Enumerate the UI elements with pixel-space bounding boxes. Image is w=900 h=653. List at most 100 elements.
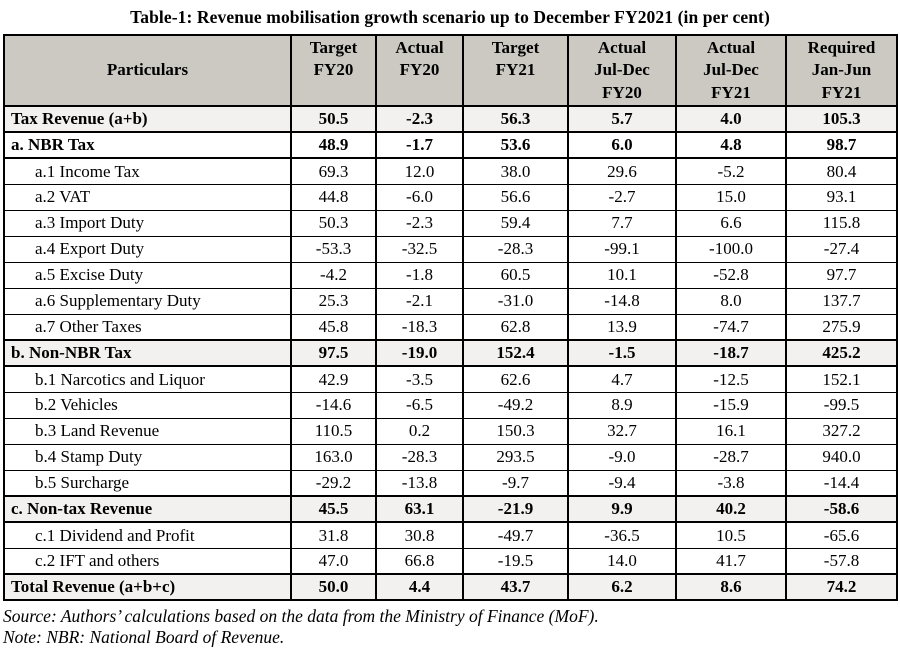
row-value: 48.9 xyxy=(290,131,377,160)
row-value: 152.4 xyxy=(462,339,569,368)
table-row: a. NBR Tax 48.9 -1.7 53.6 6.0 4.8 98.7 xyxy=(3,131,898,160)
row-value: -53.3 xyxy=(290,235,377,263)
table-row: b.1 Narcotics and Liquor 42.9 -3.5 62.6 4.7-… xyxy=(3,365,898,393)
row-value: 16.1 xyxy=(675,417,787,445)
row-value: 98.7 xyxy=(785,131,898,160)
row-label: a.5 Excise Duty xyxy=(3,261,292,289)
row-value: 275.9 xyxy=(785,313,898,341)
row-value: 150.3 xyxy=(462,417,569,445)
row-value: -9.7 xyxy=(462,469,569,497)
row-value: 13.9 xyxy=(567,313,677,341)
row-value: 31.8 xyxy=(290,521,377,549)
header-row: Particulars Target FY20 Actual FY20 Targ… xyxy=(3,33,898,108)
row-value: 5.7 xyxy=(567,105,677,134)
row-value: -12.5 xyxy=(675,365,787,393)
column-header-target-fy21: Target FY21 xyxy=(462,33,569,108)
row-label: b.4 Stamp Duty xyxy=(3,443,292,471)
row-value: 38.0 xyxy=(462,157,569,185)
row-value: -21.9 xyxy=(462,495,569,524)
row-value: 4.0 xyxy=(675,105,787,134)
row-value: 40.2 xyxy=(675,495,787,524)
row-value: -3.5 xyxy=(375,365,464,393)
row-value: 45.8 xyxy=(290,313,377,341)
row-value: 59.4 xyxy=(462,209,569,237)
row-value: -28.3 xyxy=(462,235,569,263)
row-label: a.1 Income Tax xyxy=(3,157,292,185)
row-label: a.3 Import Duty xyxy=(3,209,292,237)
row-value: -31.0 xyxy=(462,287,569,315)
row-value: 8.6 xyxy=(675,573,787,602)
row-value: 6.0 xyxy=(567,131,677,160)
row-value: 44.8 xyxy=(290,183,377,211)
row-value: -18.3 xyxy=(375,313,464,341)
row-value: -2.3 xyxy=(375,105,464,134)
row-value: 7.7 xyxy=(567,209,677,237)
table-row: b. Non-NBR Tax 97.5 -19.0 152.4 -1.5 -18.7 425… xyxy=(3,339,898,368)
table-row: c.1 Dividend and Profit 31.8 30.8 -49.7 -36.… xyxy=(3,521,898,549)
row-value: -100.0 xyxy=(675,235,787,263)
row-value: 93.1 xyxy=(785,183,898,211)
table-row: c. Non-tax Revenue 45.5 63.1 -21.9 9.9 40.2 -5… xyxy=(3,495,898,524)
row-label: a. NBR Tax xyxy=(3,131,292,160)
row-value: 74.2 xyxy=(785,573,898,602)
row-value: -19.0 xyxy=(375,339,464,368)
row-value: 56.6 xyxy=(462,183,569,211)
row-value: -18.7 xyxy=(675,339,787,368)
row-value: 29.6 xyxy=(567,157,677,185)
row-value: 97.5 xyxy=(290,339,377,368)
row-value: 47.0 xyxy=(290,547,377,575)
table-row: b.4 Stamp Duty 163.0 -28.3 293.5 -9.0 -28.7 94… xyxy=(3,443,898,471)
row-value: -14.8 xyxy=(567,287,677,315)
row-value: 0.2 xyxy=(375,417,464,445)
row-value: -99.5 xyxy=(785,391,898,419)
row-value: -5.2 xyxy=(675,157,787,185)
row-value: 6.6 xyxy=(675,209,787,237)
row-value: 327.2 xyxy=(785,417,898,445)
row-value: 4.8 xyxy=(675,131,787,160)
row-value: 8.0 xyxy=(675,287,787,315)
table-row: a.3 Import Duty 50.3 -2.3 59.4 7.7 6.6 115.8 xyxy=(3,209,898,237)
row-value: 41.7 xyxy=(675,547,787,575)
row-value: -9.0 xyxy=(567,443,677,471)
row-value: 8.9 xyxy=(567,391,677,419)
row-value: -6.5 xyxy=(375,391,464,419)
column-header-particulars: Particulars xyxy=(3,33,292,108)
row-value: 53.6 xyxy=(462,131,569,160)
row-value: 25.3 xyxy=(290,287,377,315)
row-value: 50.5 xyxy=(290,105,377,134)
row-value: -15.9 xyxy=(675,391,787,419)
table-row: a.5 Excise Duty -4.2 -1.8 60.5 10.1 -52.8 97.7 xyxy=(3,261,898,289)
row-value: 63.1 xyxy=(375,495,464,524)
table-body: Tax Revenue (a+b) 50.5 -2.3 56.3 5.7 4.0 105.3… xyxy=(3,105,898,602)
row-label: b.2 Vehicles xyxy=(3,391,292,419)
row-value: 15.0 xyxy=(675,183,787,211)
row-value: 32.7 xyxy=(567,417,677,445)
revenue-growth-table: Particulars Target FY20 Actual FY20 Targ… xyxy=(3,33,898,602)
table-row: b.2 Vehicles -14.6 -6.5 -49.2 8.9 -15.9 -99.5 xyxy=(3,391,898,419)
row-value: 12.0 xyxy=(375,157,464,185)
column-header-actual-fy20: Actual FY20 xyxy=(375,33,464,108)
row-value: -19.5 xyxy=(462,547,569,575)
row-value: -99.1 xyxy=(567,235,677,263)
column-header-actual-jul-dec-fy21: Actual Jul-Dec FY21 xyxy=(675,33,787,108)
row-label: a.2 VAT xyxy=(3,183,292,211)
row-label: a.6 Supplementary Duty xyxy=(3,287,292,315)
row-value: -13.8 xyxy=(375,469,464,497)
row-value: -28.7 xyxy=(675,443,787,471)
row-value: -36.5 xyxy=(567,521,677,549)
row-value: -2.7 xyxy=(567,183,677,211)
row-label: a.7 Other Taxes xyxy=(3,313,292,341)
row-label: Total Revenue (a+b+c) xyxy=(3,573,292,602)
table-row: Tax Revenue (a+b) 50.5 -2.3 56.3 5.7 4.0 105.3 xyxy=(3,105,898,134)
row-value: 293.5 xyxy=(462,443,569,471)
row-value: -1.7 xyxy=(375,131,464,160)
row-value: -49.2 xyxy=(462,391,569,419)
row-value: -58.6 xyxy=(785,495,898,524)
row-value: -1.8 xyxy=(375,261,464,289)
column-header-required-jan-jun-fy21: Required Jan-Jun FY21 xyxy=(785,33,898,108)
row-value: -2.1 xyxy=(375,287,464,315)
table-row: a.2 VAT 44.8 -6.0 56.6 -2.7 15.0 93.1 xyxy=(3,183,898,211)
row-value: 50.3 xyxy=(290,209,377,237)
row-value: 45.5 xyxy=(290,495,377,524)
table-row: a.7 Other Taxes 45.8 -18.3 62.8 13.9 -74.7 275… xyxy=(3,313,898,341)
